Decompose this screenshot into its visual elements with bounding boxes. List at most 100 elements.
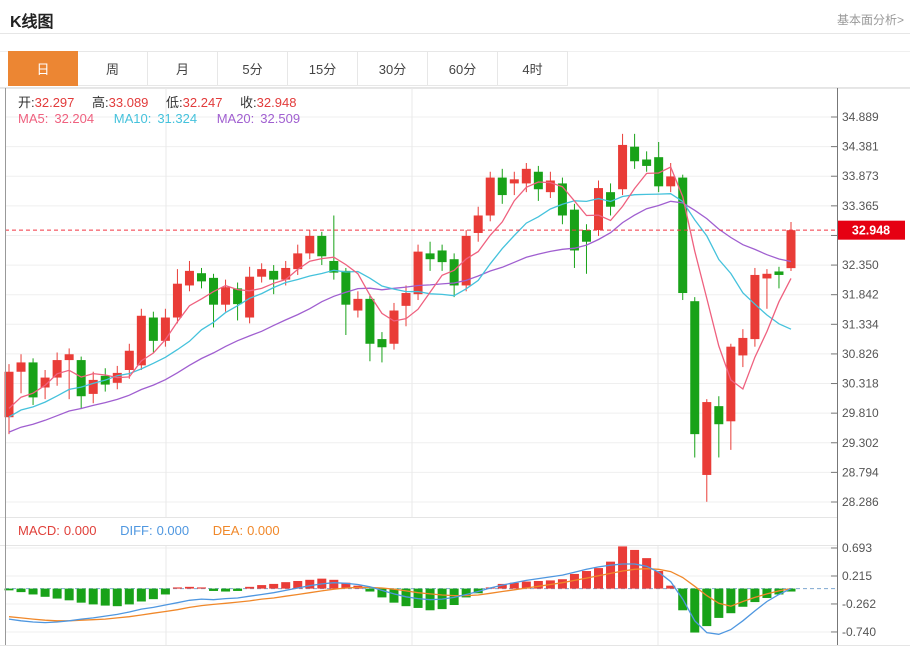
macd-histogram-bar: [305, 579, 315, 589]
candlestick: [4, 371, 14, 418]
candlestick: [774, 271, 784, 275]
macd-histogram-bar: [365, 588, 375, 592]
y-axis-tick-label: 34.381: [842, 140, 879, 154]
candlestick: [449, 259, 459, 286]
candlestick: [413, 251, 423, 295]
macd-histogram-bar: [124, 588, 134, 605]
ma20-value: 32.509: [260, 111, 301, 126]
macd-histogram-bar: [233, 588, 243, 591]
candlestick: [786, 230, 796, 269]
fundamental-analysis-link[interactable]: 基本面分析>: [836, 13, 904, 27]
macd-histogram-bar: [377, 588, 387, 598]
y-axis-tick-label: 29.810: [842, 406, 879, 420]
macd-histogram-bar: [269, 583, 279, 589]
candlestick: [257, 269, 267, 277]
y-axis-tick-label: 31.334: [842, 317, 879, 331]
y-axis-tick-label: 32.350: [842, 258, 879, 272]
candlestick: [497, 177, 507, 196]
y-axis-tick-label: 29.302: [842, 436, 879, 450]
macd-label: MACD:: [18, 523, 60, 538]
y-axis-tick-label: 28.286: [842, 495, 879, 509]
macd-axis-tick-label: -0.740: [842, 625, 876, 639]
candlestick: [329, 260, 339, 273]
tab-week[interactable]: 周: [78, 51, 148, 86]
macd-histogram-bar: [389, 588, 399, 603]
macd-value: 0.000: [63, 523, 97, 538]
y-axis-tick-label: 30.318: [842, 377, 879, 391]
y-axis-tick-label: 34.889: [842, 110, 879, 124]
macd-histogram-bar: [726, 588, 736, 614]
candlestick: [341, 270, 351, 305]
diff-label: DIFF:: [120, 523, 153, 538]
macd-histogram-bar: [461, 588, 471, 598]
ma5-label: MA5:: [18, 111, 49, 126]
macd-histogram-bar: [618, 546, 628, 589]
y-axis-tick-label: 31.842: [842, 288, 879, 302]
macd-histogram-bar: [594, 568, 604, 589]
macd-histogram-bar: [221, 588, 231, 592]
dea-value: 0.000: [247, 523, 280, 538]
tab-30min[interactable]: 30分: [358, 51, 428, 86]
tab-4hour[interactable]: 4时: [498, 51, 568, 86]
candlestick: [221, 287, 231, 305]
tab-5min[interactable]: 5分: [218, 51, 288, 86]
high-value: 33.089: [108, 95, 149, 110]
candlestick: [690, 301, 700, 435]
candlestick: [485, 177, 495, 216]
macd-histogram-bar: [245, 586, 255, 589]
macd-histogram-bar: [281, 582, 291, 589]
candlestick: [618, 144, 628, 190]
dea-label: DEA:: [212, 523, 244, 538]
high-label: 高:: [92, 95, 109, 110]
tab-month[interactable]: 月: [148, 51, 218, 86]
macd-histogram-bar: [52, 588, 62, 599]
candlestick: [269, 270, 279, 280]
macd-histogram-bar: [172, 587, 182, 589]
ma5-value: 32.204: [54, 111, 95, 126]
open-label: 开:: [18, 95, 35, 110]
macd-histogram-bar: [557, 579, 567, 589]
y-axis-tick-label: 33.365: [842, 199, 879, 213]
tab-day[interactable]: 日: [8, 51, 78, 86]
current-price-badge-value: 32.948: [852, 224, 890, 238]
candlestick: [606, 192, 616, 207]
candlestick: [630, 146, 640, 162]
candlestick: [245, 276, 255, 318]
candlestick: [52, 360, 62, 378]
macd-histogram-bar: [690, 588, 700, 633]
candlestick: [184, 270, 194, 286]
candlestick: [702, 402, 712, 475]
y-axis-tick-label: 33.873: [842, 169, 879, 183]
macd-histogram-bar: [209, 588, 219, 591]
candlestick: [148, 317, 158, 341]
candlestick: [353, 298, 363, 311]
macd-histogram-bar: [257, 585, 267, 589]
ma20-label: MA20:: [216, 111, 255, 126]
tab-15min[interactable]: 15分: [288, 51, 358, 86]
ohlc-readout: 开:32.297 高:33.089 低:32.247 收:32.948: [18, 92, 310, 111]
macd-histogram-bar: [28, 588, 38, 595]
candlestick: [461, 235, 471, 286]
candlestick: [293, 253, 303, 270]
candlestick: [389, 310, 399, 344]
candlestick: [509, 179, 519, 184]
candlestick: [473, 215, 483, 233]
candlestick: [401, 293, 411, 306]
dea-line: [8, 568, 792, 622]
macd-histogram-bar: [329, 579, 339, 589]
candlestick: [28, 362, 38, 398]
macd-histogram-bar: [642, 558, 652, 589]
macd-histogram-bar: [606, 561, 616, 589]
macd-histogram-bar: [88, 588, 98, 605]
macd-histogram-bar: [569, 573, 579, 589]
macd-histogram-bar: [654, 571, 664, 589]
macd-histogram-bar: [136, 588, 146, 602]
tab-60min[interactable]: 60分: [428, 51, 498, 86]
candlestick: [88, 379, 98, 394]
macd-histogram-bar: [16, 588, 26, 593]
candlestick: [64, 354, 74, 361]
timeframe-tabs: 日 周 月 5分 15分 30分 60分 4时: [8, 51, 568, 86]
page-title: K线图: [10, 14, 54, 31]
